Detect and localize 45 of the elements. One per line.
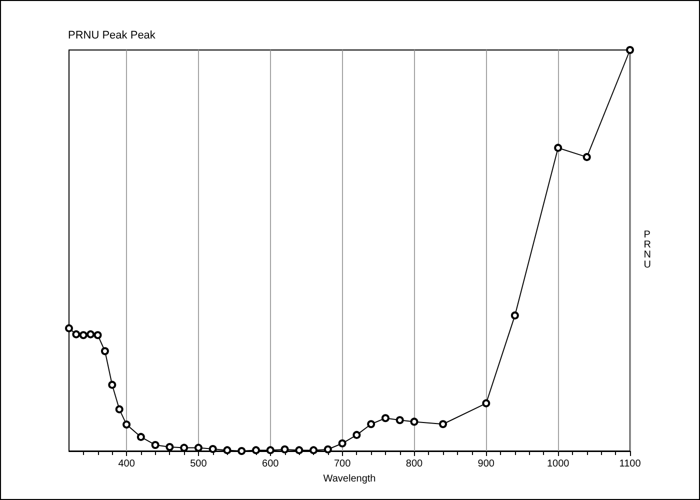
point (72, 330, 80, 338)
point (266, 446, 274, 454)
point (238, 447, 246, 455)
x-tick-label: 500 (190, 458, 208, 470)
point (626, 46, 634, 54)
point (79, 331, 88, 340)
point (295, 446, 304, 454)
point (280, 445, 289, 454)
x-tick-label: 700 (334, 458, 352, 470)
x-tick-label: 1000 (546, 458, 570, 470)
x-tick-label: 400 (118, 458, 136, 470)
point (100, 347, 109, 356)
point (410, 418, 418, 426)
point (194, 444, 202, 452)
point (65, 324, 73, 332)
point (582, 153, 591, 162)
point (223, 446, 232, 454)
point (510, 311, 519, 320)
x-tick-label: 1100 (619, 458, 642, 470)
point (252, 446, 260, 454)
point (94, 331, 102, 340)
y-axis-title: PRNU (644, 230, 652, 270)
point (151, 440, 160, 449)
chart-title: PRNU Peak Peak (68, 30, 156, 42)
x-tick-label: 600 (262, 458, 280, 470)
point (367, 420, 376, 428)
x-tick-label: 900 (478, 458, 495, 470)
point (338, 439, 346, 448)
point (310, 446, 318, 454)
point (352, 430, 361, 439)
point (554, 144, 562, 152)
point (208, 444, 217, 453)
point (115, 405, 124, 414)
point (439, 420, 447, 428)
point (324, 445, 332, 454)
x-tick-label: 800 (406, 458, 424, 470)
point (166, 442, 174, 451)
point (122, 420, 131, 429)
x-axis-title: Wavelength (323, 473, 376, 484)
point (482, 399, 490, 408)
point (396, 416, 404, 424)
point (108, 380, 116, 389)
point (86, 330, 95, 338)
point (136, 432, 145, 441)
point (381, 414, 390, 422)
